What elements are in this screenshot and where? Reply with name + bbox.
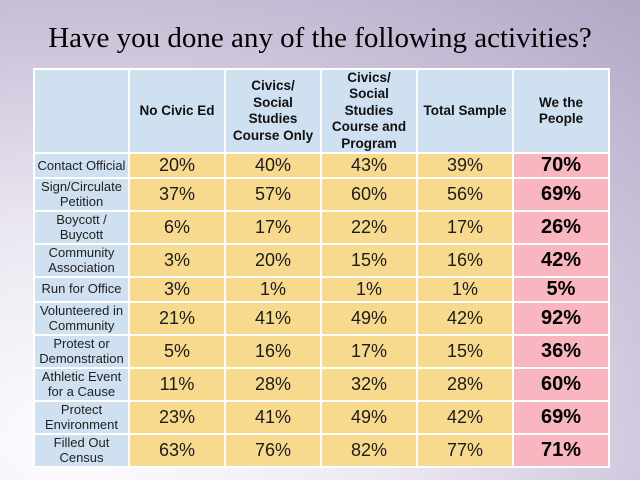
highlight-cell: 36% (512, 334, 610, 370)
data-cell: 77% (416, 433, 514, 468)
data-cell: 1% (320, 276, 418, 304)
data-cell: 28% (224, 367, 322, 403)
data-cell: 16% (416, 243, 514, 279)
data-cell: 82% (320, 433, 418, 468)
highlight-cell: 69% (512, 177, 610, 213)
table-row: Run for Office 3% 1% 1% 1% 5% (33, 276, 610, 304)
data-cell: 43% (320, 152, 418, 180)
data-cell: 11% (128, 367, 226, 403)
table-header-row: No Civic Ed Civics/ Social Studies Cours… (33, 67, 610, 155)
data-cell: 42% (416, 301, 514, 337)
row-label: Volunteered in Community (33, 301, 130, 337)
data-cell: 60% (320, 177, 418, 213)
row-label: Sign/Circulate Petition (33, 177, 130, 213)
data-cell: 23% (128, 400, 226, 436)
data-cell: 49% (320, 400, 418, 436)
data-cell: 41% (224, 301, 322, 337)
table-row: Protect Environment 23% 41% 49% 42% 69% (33, 400, 610, 436)
table-row: Contact Official 20% 40% 43% 39% 70% (33, 152, 610, 180)
col-header-course-only: Civics/ Social Studies Course Only (224, 67, 322, 155)
row-label: Community Association (33, 243, 130, 279)
data-cell: 1% (416, 276, 514, 304)
data-cell: 41% (224, 400, 322, 436)
row-label: Protest or Demonstration (33, 334, 130, 370)
col-header-total-sample: Total Sample (416, 67, 514, 155)
data-cell: 16% (224, 334, 322, 370)
data-cell: 5% (128, 334, 226, 370)
data-cell: 15% (320, 243, 418, 279)
row-label: Boycott / Buycott (33, 210, 130, 246)
row-label: Filled Out Census (33, 433, 130, 468)
highlight-cell: 26% (512, 210, 610, 246)
activities-table: No Civic Ed Civics/ Social Studies Cours… (33, 67, 610, 468)
data-cell: 17% (416, 210, 514, 246)
data-cell: 17% (320, 334, 418, 370)
data-cell: 57% (224, 177, 322, 213)
data-cell: 32% (320, 367, 418, 403)
data-cell: 49% (320, 301, 418, 337)
highlight-cell: 71% (512, 433, 610, 468)
highlight-cell: 60% (512, 367, 610, 403)
data-cell: 56% (416, 177, 514, 213)
data-cell: 3% (128, 243, 226, 279)
table-row: Community Association 3% 20% 15% 16% 42% (33, 243, 610, 279)
table-row: Volunteered in Community 21% 41% 49% 42%… (33, 301, 610, 337)
data-cell: 1% (224, 276, 322, 304)
highlight-cell: 42% (512, 243, 610, 279)
table-row: Boycott / Buycott 6% 17% 22% 17% 26% (33, 210, 610, 246)
data-cell: 3% (128, 276, 226, 304)
col-header-course-and-program: Civics/ Social Studies Course and Progra… (320, 67, 418, 155)
row-label: Run for Office (33, 276, 130, 304)
data-cell: 39% (416, 152, 514, 180)
data-cell: 20% (224, 243, 322, 279)
col-header-we-the-people: We the People (512, 67, 610, 155)
data-cell: 37% (128, 177, 226, 213)
data-cell: 6% (128, 210, 226, 246)
corner-cell (33, 67, 130, 155)
row-label: Contact Official (33, 152, 130, 180)
highlight-cell: 69% (512, 400, 610, 436)
col-header-no-civic-ed: No Civic Ed (128, 67, 226, 155)
highlight-cell: 92% (512, 301, 610, 337)
slide-title: Have you done any of the following activ… (48, 22, 592, 54)
data-cell: 28% (416, 367, 514, 403)
table-row: Sign/Circulate Petition 37% 57% 60% 56% … (33, 177, 610, 213)
data-cell: 22% (320, 210, 418, 246)
table-row: Protest or Demonstration 5% 16% 17% 15% … (33, 334, 610, 370)
data-cell: 42% (416, 400, 514, 436)
table-row: Filled Out Census 63% 76% 82% 77% 71% (33, 433, 610, 468)
row-label: Athletic Event for a Cause (33, 367, 130, 403)
table-row: Athletic Event for a Cause 11% 28% 32% 2… (33, 367, 610, 403)
data-cell: 21% (128, 301, 226, 337)
data-cell: 15% (416, 334, 514, 370)
highlight-cell: 5% (512, 276, 610, 304)
data-cell: 63% (128, 433, 226, 468)
data-cell: 40% (224, 152, 322, 180)
row-label: Protect Environment (33, 400, 130, 436)
highlight-cell: 70% (512, 152, 610, 180)
data-cell: 17% (224, 210, 322, 246)
data-cell: 20% (128, 152, 226, 180)
data-cell: 76% (224, 433, 322, 468)
